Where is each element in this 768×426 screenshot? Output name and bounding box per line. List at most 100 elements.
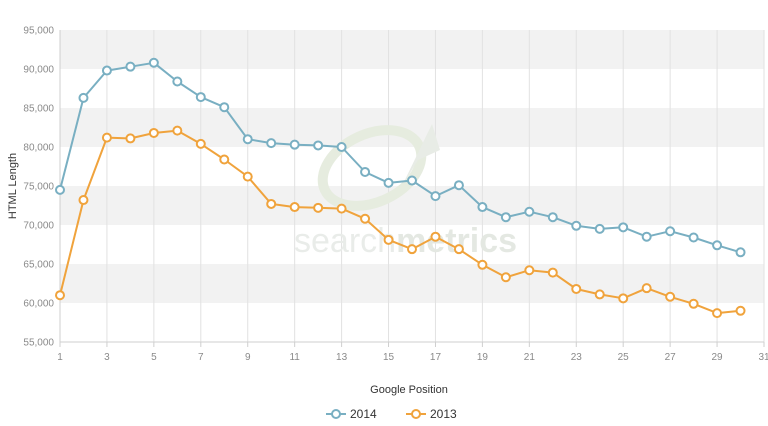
data-point [594,289,605,300]
data-point [383,234,394,245]
data-point [125,133,136,144]
x-axis-ticks: 1 3 5 7 9 11 13 15 17 19 21 23 25 27 29 31 [57,342,768,363]
x-tick-label: 7 [198,352,204,363]
legend-item-2013: 2013 [406,407,457,421]
data-point [336,203,347,214]
x-tick-label: 29 [712,352,724,363]
legend-label: 2013 [430,407,457,421]
x-tick-label: 5 [151,352,157,363]
grid-band [60,264,764,303]
data-point [477,259,488,270]
data-point [500,212,511,223]
data-point [78,92,89,103]
data-point [313,140,324,151]
data-point [688,232,699,243]
watermark-text: searchmetrics [294,222,517,260]
watermark-arrow-icon [402,124,440,186]
data-point [735,305,746,316]
x-tick-label: 27 [665,352,677,363]
x-tick-label: 11 [289,352,300,363]
data-point [195,138,206,149]
data-point [524,265,535,276]
x-axis-title: Google Position [370,384,448,396]
legend-label: 2014 [350,407,377,421]
data-point [500,272,511,283]
data-point [618,222,629,233]
y-tick-label: 85,000 [23,104,54,115]
data-point [665,226,676,237]
data-point [336,142,347,152]
data-point [266,138,277,149]
data-point [641,283,652,294]
data-point [125,61,136,72]
x-tick-label: 19 [477,352,489,363]
data-point [101,65,112,76]
series-2013 [55,125,746,319]
data-point [430,191,441,202]
data-point [148,57,159,68]
data-point [453,244,464,255]
series-2014 [55,57,746,258]
y-axis-title: HTML Length [7,153,19,219]
x-tick-label: 17 [430,352,442,363]
data-point [688,298,699,309]
data-point [383,177,394,188]
y-tick-label: 60,000 [23,299,54,310]
background-bands [60,30,764,303]
data-point [313,202,324,213]
data-point [219,154,230,165]
data-point [594,223,605,234]
data-point [477,202,488,213]
grid-band [60,30,764,69]
data-point [618,293,629,304]
y-tick-label: 70,000 [23,221,54,232]
y-tick-label: 55,000 [23,338,54,349]
legend-marker [331,409,341,419]
data-point [547,267,558,278]
data-point [242,171,253,182]
data-point [524,206,535,217]
y-tick-label: 75,000 [23,182,54,193]
data-point [735,247,746,258]
y-tick-label: 65,000 [23,260,54,271]
data-point [571,220,582,231]
data-point [219,102,230,113]
x-tick-label: 21 [524,352,536,363]
data-point [360,213,371,224]
data-point [453,180,464,191]
data-point [641,231,652,242]
data-point [148,127,159,138]
data-point [665,291,676,302]
data-point [712,308,723,319]
data-point [172,125,183,136]
y-tick-label: 95,000 [23,26,54,37]
data-point [430,231,441,242]
data-point [407,175,417,186]
data-point [55,290,65,301]
x-tick-label: 25 [618,352,630,363]
data-point [407,244,417,255]
data-point [55,184,65,195]
x-tick-label: 23 [571,352,583,363]
data-point [547,212,558,223]
grid-band [60,186,764,225]
data-point [712,240,723,251]
watermark-swoosh [317,125,427,211]
data-point [195,92,206,103]
data-point [360,166,371,177]
y-tick-label: 90,000 [23,65,54,76]
data-point [242,134,253,145]
data-point [571,283,582,294]
x-tick-label: 3 [104,352,110,363]
x-tick-label: 9 [245,352,251,363]
x-tick-label: 31 [758,352,768,363]
x-tick-label: 15 [383,352,395,363]
y-tick-label: 80,000 [23,143,54,154]
plot-area [55,57,746,319]
data-point [172,76,183,87]
data-point [289,139,300,150]
data-point [289,202,300,213]
legend-item-2014: 2014 [326,407,377,421]
